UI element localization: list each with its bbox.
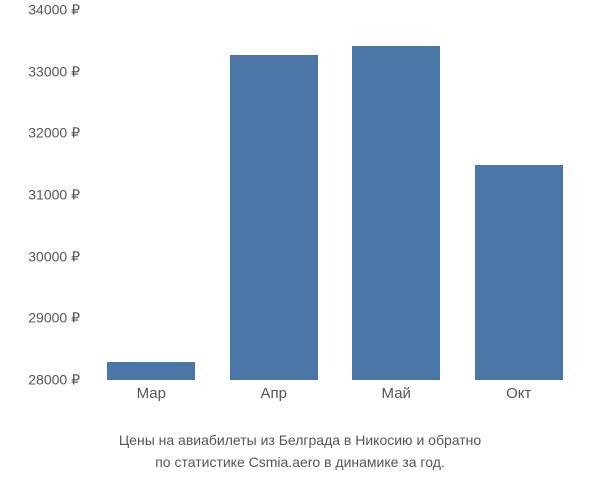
x-tick-label: Мар (137, 385, 166, 402)
caption-line2: по статистике Csmia.aero в динамике за г… (0, 452, 600, 473)
bar (475, 165, 563, 380)
price-chart: 28000 ₽ 29000 ₽ 30000 ₽ 31000 ₽ 32000 ₽ 33000… (0, 0, 600, 420)
y-tick-label: 31000 ₽ (28, 187, 80, 204)
x-axis: Мар Апр Май Окт (90, 385, 580, 415)
bar (352, 46, 440, 380)
y-tick-label: 28000 ₽ (28, 372, 80, 389)
y-tick-label: 32000 ₽ (28, 125, 80, 142)
caption-line1: Цены на авиабилеты из Белграда в Никосию… (0, 430, 600, 451)
y-tick-label: 34000 ₽ (28, 2, 80, 19)
y-tick-label: 29000 ₽ (28, 310, 80, 327)
y-tick-label: 33000 ₽ (28, 63, 80, 80)
x-tick-label: Май (382, 385, 411, 402)
x-tick-label: Апр (261, 385, 287, 402)
y-axis: 28000 ₽29000 ₽30000 ₽31000 ₽32000 ₽33000… (0, 10, 85, 380)
plot-area (90, 10, 580, 380)
x-tick-label: Окт (506, 385, 531, 402)
bar (107, 362, 195, 380)
y-tick-label: 30000 ₽ (28, 248, 80, 265)
bar (230, 55, 318, 380)
